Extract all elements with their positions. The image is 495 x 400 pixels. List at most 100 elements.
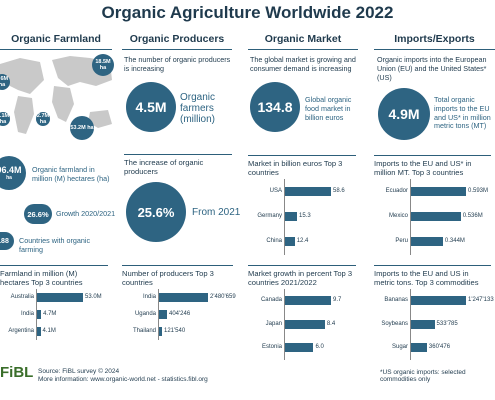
header-producers: Organic Producers: [122, 33, 232, 50]
bar-label: Estonia: [261, 344, 282, 351]
imports-total-value: 4.9M: [378, 88, 430, 140]
bar-label: Japan: [265, 320, 282, 327]
bar-value-label: 15.3: [299, 213, 311, 219]
chart-farmland: Farmland in million (M) hectares Top 3 c…: [0, 265, 112, 340]
bar: [37, 309, 42, 319]
bar: [285, 237, 295, 247]
bar: [411, 212, 461, 221]
map-label-europe: 18.5M ha: [92, 54, 114, 76]
bar-label: Australia: [10, 293, 34, 300]
bar-label: Uganda: [134, 310, 156, 317]
bar-label: Thailand: [132, 327, 156, 334]
bar: [285, 343, 314, 353]
bar: [285, 212, 297, 221]
market-total-value: 134.8: [250, 82, 300, 132]
bar-label: Ecuador: [385, 187, 408, 194]
bar-label: Argentina: [8, 327, 34, 334]
bar-label: India: [20, 310, 34, 317]
chart-heading: Number of producers Top 3 countries: [122, 265, 233, 287]
bar: [411, 295, 466, 305]
market-intro: The global market is growing and consume…: [250, 55, 356, 73]
producers-increase-text: The increase of organic producers: [124, 154, 232, 176]
bar-label: Germany: [257, 213, 282, 219]
bar: [159, 292, 208, 302]
bar: [159, 309, 167, 319]
bar-label: Peru: [395, 238, 408, 245]
bar-label: India: [142, 293, 156, 300]
header-farmland: Organic Farmland: [0, 33, 112, 50]
bar: [37, 292, 83, 302]
imports-footnote: *US organic imports: selected commoditie…: [380, 369, 466, 383]
chart-market-size: Market in billion euros Top 3 countries U…: [248, 155, 360, 255]
producers-increase-value: 25.6%: [126, 182, 186, 242]
market-total-text: Global organic food market in billion eu…: [305, 95, 352, 122]
header-market: Organic Market: [248, 33, 358, 50]
farmland-total-unit: ha: [6, 175, 12, 181]
bar-value-label: 121'540: [164, 327, 186, 334]
bar: [411, 319, 435, 329]
map-label-africa: 2.7M ha: [36, 112, 50, 126]
header-imports: Imports/Exports: [374, 33, 495, 50]
bar-label: Mexico: [388, 213, 408, 219]
chart-heading: Farmland in million (M) hectares Top 3 c…: [0, 265, 108, 287]
bar: [285, 319, 325, 329]
bar: [285, 186, 331, 196]
countries-text: Countries with organic farming: [19, 236, 91, 254]
chart-axis: [284, 179, 285, 255]
bar-label: Bananas: [384, 296, 408, 303]
imports-total-text: Total organic imports to the EU and US* …: [434, 95, 491, 131]
page-title: Organic Agriculture Worldwide 2022: [101, 3, 394, 22]
chart-heading: Imports to the EU and US in metric tons.…: [374, 265, 491, 287]
bar-value-label: 4.1M: [42, 327, 56, 334]
bar-value-label: 6.0: [315, 344, 324, 351]
chart-market-growth: Market growth in percent Top 3 countries…: [248, 265, 360, 360]
map-label-samerica: 8.1M ha: [0, 112, 10, 126]
chart-heading: Imports to the EU and US* in million MT.…: [374, 155, 491, 177]
countries-value: 188: [0, 232, 14, 250]
chart-axis: [158, 289, 159, 340]
producers-total-value: 4.5M: [126, 82, 176, 132]
bar-value-label: 2'480'659: [210, 293, 236, 300]
farmland-total-text: Organic farmland in million (M) hectares…: [32, 165, 110, 183]
producers-intro: The number of organic producers is incre…: [124, 55, 231, 73]
chart-heading: Market growth in percent Top 3 countries…: [248, 265, 356, 287]
bar-value-label: 404'246: [168, 310, 191, 317]
bar: [37, 326, 41, 336]
bar-value-label: 8.4: [326, 320, 336, 327]
bar: [159, 326, 162, 336]
fibl-logo: FiBL: [0, 364, 34, 381]
bar-label: Soybeans: [381, 320, 408, 327]
imports-intro: Organic imports into the European Union …: [377, 55, 487, 82]
producers-total-text: Organic farmers (million): [180, 92, 216, 125]
chart-axis: [410, 289, 411, 360]
bar-label: USA: [269, 187, 282, 194]
bar-value-label: 0.536M: [462, 213, 483, 219]
bar-value-label: 53.0M: [85, 293, 102, 300]
bar-label: Sugar: [391, 344, 408, 351]
bar: [411, 343, 427, 353]
footer-more-info: More information: www.organic-world.net …: [38, 376, 208, 383]
chart-axis: [410, 179, 411, 255]
chart-axis: [36, 289, 37, 340]
farmland-total-circle: 96.4M ha: [0, 156, 26, 190]
bar-value-label: 360'476: [428, 344, 451, 351]
footer-source: Source: FiBL survey © 2024: [38, 368, 120, 375]
bar-value-label: 9.7: [333, 296, 342, 303]
bar-value-label: 0.344M: [444, 238, 465, 245]
bar-value-label: 0.593M: [468, 187, 489, 194]
bar: [411, 186, 466, 196]
growth-value: 26.6%: [24, 204, 52, 224]
farmland-total-value: 96.4M: [0, 165, 22, 175]
bar-value-label: 4.7M: [43, 310, 57, 317]
bar-label: China: [266, 238, 282, 245]
bar-value-label: 533'785: [436, 320, 458, 327]
bar-value-label: 58.6: [333, 187, 345, 194]
chart-imports-commodities: Imports to the EU and US in metric tons.…: [374, 265, 495, 360]
producers-increase-from: From 2021: [192, 207, 241, 218]
bar-value-label: 1'247'133: [468, 296, 494, 303]
chart-producers: Number of producers Top 3 countries India…: [122, 265, 237, 340]
chart-heading: Market in billion euros Top 3 countries: [248, 155, 356, 177]
bar: [285, 295, 331, 305]
bar: [411, 237, 443, 247]
map-label-oceania: 53.2M ha: [70, 116, 94, 140]
